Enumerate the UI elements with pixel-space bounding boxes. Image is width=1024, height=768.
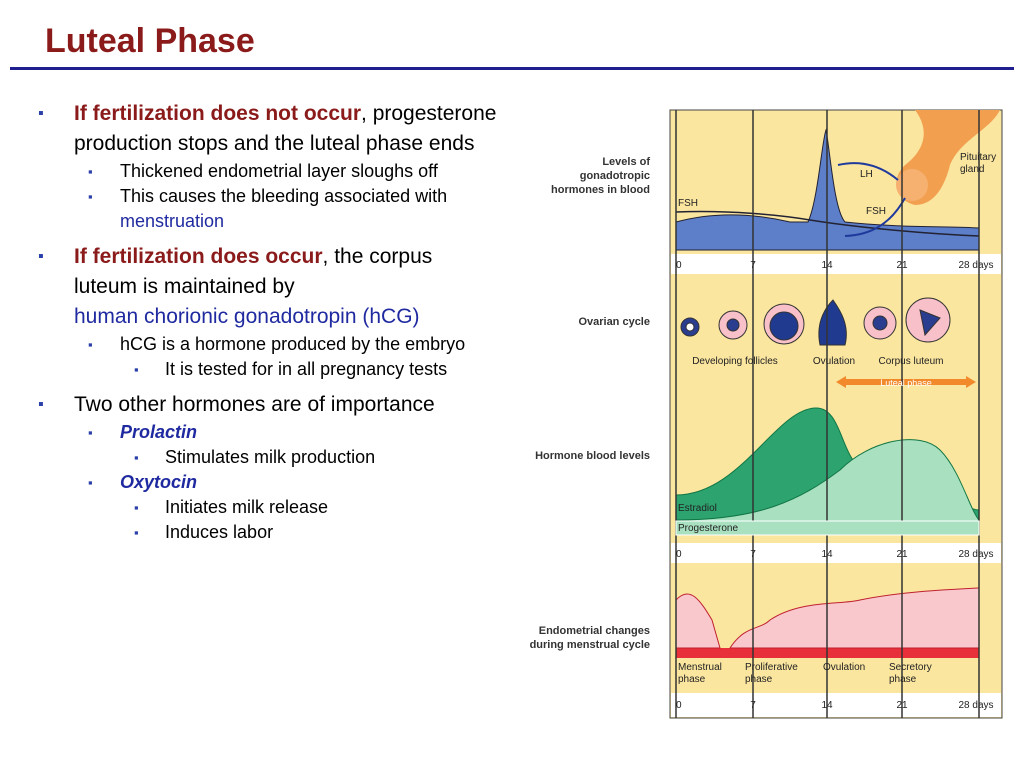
day-label: 7 [750, 700, 756, 711]
hormone-label: FSH [866, 206, 886, 217]
day-label: 7 [750, 549, 756, 560]
day-label: 21 [896, 700, 908, 711]
panel-label: Hormone blood levels [535, 450, 650, 462]
lh-arrow [837, 162, 899, 181]
bullet-text: Initiates milk release [165, 497, 329, 517]
level-label: Progesterone [678, 523, 738, 534]
fsh-arrow [844, 197, 906, 237]
bullet-text: , progesterone production stops and the … [74, 102, 497, 155]
day-label: 14 [821, 260, 833, 271]
level-band [675, 520, 980, 536]
bullet: Two other hormones are of importance Pro… [38, 390, 498, 545]
sub-sub-bullet: Induces labor [120, 520, 498, 545]
bullet-lead: If fertilization does not occur [74, 102, 362, 125]
panel-label: Ovarian cycle [578, 316, 650, 328]
day-label: 21 [896, 549, 908, 560]
bullet-term: Oxytocin [120, 472, 198, 492]
bullet: If fertilization does not occur, progest… [38, 99, 498, 234]
phase-label: Secretory phase [889, 662, 932, 685]
hormone-label: LH [860, 169, 873, 180]
day-lines [675, 110, 980, 718]
bullet-list: If fertilization does not occur, progest… [38, 99, 498, 553]
level-label: Estradiol [678, 503, 717, 514]
luteal-arrow [836, 376, 976, 388]
sub-sub-bullet: Initiates milk release [120, 495, 498, 520]
slide-title: Luteal Phase [45, 22, 255, 60]
sub-bullet: hCG is a hormone produced by the embryo … [74, 332, 498, 382]
day-label: 0 [676, 549, 682, 560]
day-label: 28 days [958, 700, 993, 711]
bullet-text: , the corpus luteum is maintained by [74, 245, 433, 298]
sub-bullet: Prolactin Stimulates milk production [74, 420, 498, 470]
ovarian-label: Developing follicles [692, 356, 778, 367]
title-rule [10, 67, 1014, 70]
gland-label: Pituitary gland [960, 152, 996, 175]
hormone-label: FSH [678, 198, 698, 209]
ovarian-label: Ovulation [813, 356, 855, 367]
sub-sub-bullet: It is tested for in all pregnancy tests [120, 357, 498, 382]
day-label: 7 [750, 260, 756, 271]
sub-bullet: Thickened endometrial layer sloughs off [74, 159, 498, 184]
day-label: 28 days [958, 260, 993, 271]
day-label: 21 [896, 260, 908, 271]
bullet-text: Thickened endometrial layer sloughs off [120, 161, 438, 181]
bullet-text: This causes the bleeding associated with [120, 186, 448, 206]
bullet-lead: If fertilization does occur [74, 245, 323, 268]
panel-label: Levels of gonadotropic hormones in blood [551, 156, 650, 196]
bullet-term: menstruation [120, 211, 225, 231]
sub-sub-bullet: Stimulates milk production [120, 445, 498, 470]
bullet: If fertilization does occur, the corpus … [38, 242, 498, 382]
bullet-term: Prolactin [120, 422, 198, 442]
phase-label: Ovulation [823, 662, 865, 673]
fsh-line [675, 210, 980, 237]
bullet-text: Induces labor [165, 522, 274, 542]
bullet-text: Two other hormones are of importance [74, 393, 435, 416]
bullet-text: It is tested for in all pregnancy tests [165, 359, 448, 379]
bullet-term: human chorionic gonadotropin (hCG) [74, 305, 420, 328]
bullet-text: hCG is a hormone produced by the embryo [120, 334, 466, 354]
sub-bullet: Oxytocin Initiates milk release Induces … [74, 470, 498, 545]
day-label: 14 [821, 549, 833, 560]
panel-label: Endometrial changes during menstrual cycl… [530, 625, 650, 651]
day-label: 0 [676, 700, 682, 711]
luteal-label: Luteal phase [880, 378, 932, 388]
gland [896, 169, 928, 201]
follicles [680, 297, 951, 346]
day-label: 28 days [958, 549, 993, 560]
day-label: 0 [676, 260, 682, 271]
phase-label: Menstrual phase [678, 662, 722, 685]
ovarian-label: Corpus luteum [878, 356, 943, 367]
day-label: 14 [821, 700, 833, 711]
phase-label: Proliferative phase [745, 662, 798, 685]
bullet-text: Stimulates milk production [165, 447, 376, 467]
sub-bullet: This causes the bleeding associated with… [74, 184, 498, 234]
